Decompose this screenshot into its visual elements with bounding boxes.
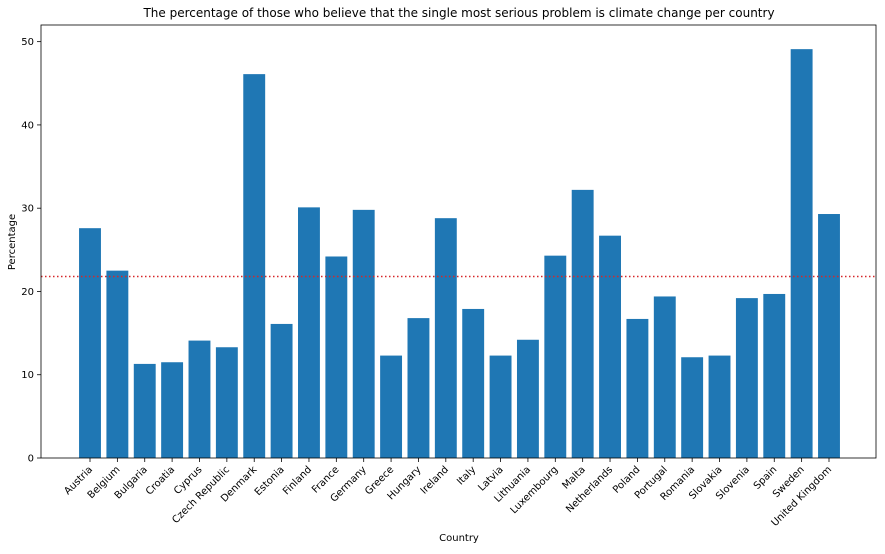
bar (106, 270, 129, 458)
x-tick-label: Croatia (144, 464, 177, 497)
bar (434, 218, 457, 458)
y-tick-label: 20 (21, 287, 34, 298)
bar (790, 49, 813, 459)
bar (215, 347, 238, 458)
bar (708, 355, 731, 458)
bar (735, 298, 758, 458)
bar (763, 293, 786, 458)
bar (188, 340, 211, 458)
bar (380, 355, 403, 458)
bar (818, 214, 840, 458)
bar (79, 228, 101, 458)
bar (681, 357, 704, 458)
bar (325, 256, 348, 458)
bar (571, 189, 594, 458)
y-axis-label: Percentage (7, 214, 18, 270)
x-tick-label: Italy (455, 464, 478, 487)
bar (407, 318, 430, 458)
y-tick-label: 40 (21, 120, 34, 131)
bar (133, 363, 156, 458)
bar (270, 323, 293, 458)
bar (489, 355, 512, 458)
bar (462, 308, 485, 458)
x-tick-label: Finland (281, 464, 314, 497)
bar (599, 235, 621, 458)
bar (243, 74, 266, 458)
bars-layer (79, 49, 840, 459)
y-tick-label: 0 (28, 454, 34, 465)
y-tick-label: 30 (21, 204, 34, 215)
y-tick-label: 10 (21, 370, 34, 381)
bar (298, 207, 320, 458)
bar (626, 318, 649, 458)
bar (544, 255, 567, 458)
y-tick-label: 50 (21, 37, 34, 48)
bar (516, 339, 539, 458)
bar (653, 296, 676, 458)
x-tick-label: Estonia (253, 464, 287, 498)
x-tick-label: Ireland (419, 464, 451, 496)
plot-frame (40, 24, 877, 459)
bar (161, 362, 184, 458)
x-axis-label: Country (439, 533, 479, 544)
chart-title: The percentage of those who believe that… (142, 6, 774, 20)
y-axis-ticks: 0 10 20 30 40 50 (21, 37, 41, 465)
x-axis-ticks: AustriaBelgiumBulgariaCroatiaCyprusCzech… (62, 458, 834, 529)
bar (352, 209, 375, 458)
